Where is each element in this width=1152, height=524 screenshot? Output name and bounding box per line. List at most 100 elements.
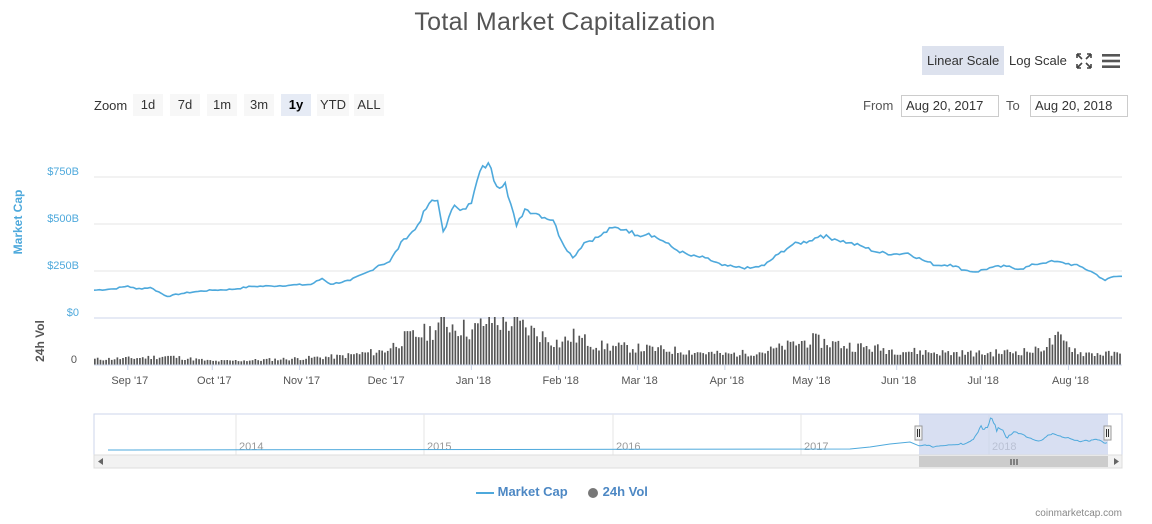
navigator-handle[interactable] [1103,425,1112,441]
volume-bar [626,345,628,365]
volume-bar [882,348,885,365]
volume-bar [243,360,245,365]
volume-bar [347,353,350,365]
volume-bar [409,331,412,365]
line-swatch-icon [476,491,494,494]
volume-bar [1107,350,1110,365]
volume-bar [727,353,730,365]
volume-bar [1054,335,1057,365]
volume-bar [533,327,536,365]
volume-bar [502,317,505,365]
volume-bar [451,324,454,365]
fullscreen-icon[interactable] [1075,52,1093,70]
volume-bar [1119,353,1121,365]
legend-item-market-cap[interactable]: Market Cap [476,484,568,499]
volume-bar [848,342,851,365]
volume-bar [784,349,786,365]
volume-bar [113,359,116,365]
zoom-3m-button[interactable]: 3m [244,94,274,116]
volume-bar [1076,354,1079,365]
volume-bar [981,354,983,365]
volume-bar [367,352,369,365]
volume-bar [277,360,279,365]
volume-bar [789,341,792,365]
volume-axis-title: 24h Vol [33,320,47,362]
volume-bar [953,352,955,365]
legend-item-volume[interactable]: 24h Vol [587,484,648,499]
volume-bar [384,352,386,365]
volume-bar [133,358,136,365]
volume-bar [313,356,316,365]
zoom-1m-button[interactable]: 1m [207,94,237,116]
log-scale-button[interactable]: Log Scale [1009,53,1067,68]
volume-bar [291,358,293,365]
zoom-all-button[interactable]: ALL [354,94,384,116]
volume-bar [420,337,423,365]
volume-bar [634,352,637,365]
volume-bar [271,361,274,365]
volume-bar [102,360,105,365]
volume-bar [702,353,705,365]
volume-bar [1110,355,1113,365]
zoom-7d-button[interactable]: 7d [170,94,200,116]
volume-bar [792,341,795,365]
volume-bar [434,330,437,365]
volume-bar [477,323,479,365]
volume-bar [1012,353,1014,365]
scroll-right-icon[interactable] [1114,458,1119,465]
volume-bar [198,359,200,365]
volume-bar [905,352,907,365]
volume-bar [933,352,935,365]
volume-bar [947,351,950,365]
volume-bar [516,317,519,365]
legend-label-market-cap: Market Cap [497,484,568,499]
volume-bar [378,350,381,365]
volume-bar [609,350,612,365]
volume-bar [907,351,910,365]
volume-bar [713,353,716,365]
volume-bar [589,346,592,365]
volume-bar [964,354,966,365]
scroll-left-icon[interactable] [98,458,103,465]
volume-bar [364,352,367,365]
volume-bar [707,352,710,365]
navigator-handle[interactable] [914,425,923,441]
volume-bar [217,361,220,365]
zoom-1d-button[interactable]: 1d [133,94,163,116]
volume-bar [1034,346,1037,365]
volume-bar [153,355,155,365]
volume-bar [885,354,888,365]
navigator-year-label: 2016 [616,441,640,453]
volume-bar [147,355,150,365]
menu-icon[interactable] [1102,53,1120,69]
volume-bar [195,358,198,365]
volume-bar [637,343,640,365]
volume-bar [443,317,445,365]
volume-bar [285,359,288,365]
credit-link[interactable]: coinmarketcap.com [1035,508,1122,519]
volume-bar [1096,353,1099,365]
volume-bar [615,346,617,365]
volume-bar [995,349,997,365]
navigator-year-label: 2015 [427,441,451,453]
volume-bar [781,345,783,365]
zoom-ytd-button[interactable]: YTD [317,94,349,116]
volume-bar [567,340,569,365]
zoom-1y-button[interactable]: 1y [281,94,311,116]
to-date-input[interactable] [1030,95,1128,117]
volume-bar [482,326,485,365]
volume-bar [446,326,448,365]
volume-bar [1048,338,1051,365]
scrollbar-track [93,454,1123,469]
volume-bar [1043,350,1045,365]
volume-bar [1014,351,1017,365]
volume-bar [288,360,291,365]
volume-bar [474,323,476,365]
linear-scale-button[interactable]: Linear Scale [922,46,1005,75]
volume-bar [758,352,761,365]
from-date-input[interactable] [901,95,999,117]
volume-bar [350,354,352,365]
volume-bar [201,358,203,365]
volume-bar [891,349,893,365]
volume-bar [372,355,375,365]
